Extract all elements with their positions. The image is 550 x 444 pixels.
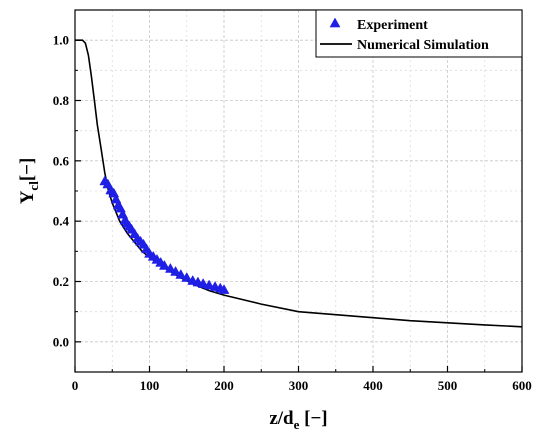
y-tick-label: 0.8 xyxy=(53,93,70,108)
experiment-point xyxy=(203,279,215,290)
y-tick-label: 0.2 xyxy=(53,274,69,289)
experiment-point xyxy=(218,284,230,294)
experiment-point xyxy=(175,269,187,279)
y-tick-label: 0.4 xyxy=(53,214,70,229)
legend-label: Numerical Simulation xyxy=(357,38,489,53)
x-tick-label: 100 xyxy=(140,378,160,393)
legend: Experiment Numerical Simulation xyxy=(315,9,523,58)
experiment-point xyxy=(197,278,209,288)
y-axis-label: Ycl[−] xyxy=(17,158,41,205)
experiment-point xyxy=(170,265,181,276)
y-tick-label: 0.0 xyxy=(53,334,69,349)
series-line-numerical-simulation xyxy=(75,39,523,328)
legend-symbol xyxy=(329,17,341,28)
y-tick-label: 1.0 xyxy=(53,33,69,48)
x-tick-label: 500 xyxy=(438,378,458,393)
experiment-point xyxy=(158,259,170,270)
x-axis-label: z/de [−] xyxy=(269,408,327,432)
legend-box xyxy=(315,9,523,58)
y-tick-label: 0.6 xyxy=(53,153,70,168)
legend-label: Experiment xyxy=(357,18,428,33)
x-tick-label: 300 xyxy=(289,378,309,393)
series-layer xyxy=(75,39,523,328)
axes: 0 100 200 300 400 500 600 0.0 0.2 0.4 0.6 0.8 1.0 xyxy=(53,33,532,393)
experiment-point xyxy=(164,262,176,273)
x-tick-label: 200 xyxy=(214,378,234,393)
x-tick-label: 0 xyxy=(72,378,79,393)
grid xyxy=(75,10,522,372)
x-tick-label: 600 xyxy=(512,378,532,393)
experiment-point xyxy=(181,272,193,282)
x-tick-label: 400 xyxy=(363,378,383,393)
